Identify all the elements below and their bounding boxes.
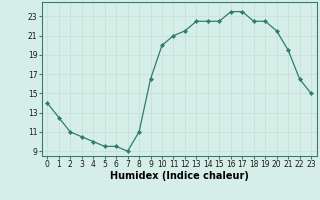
X-axis label: Humidex (Indice chaleur): Humidex (Indice chaleur) <box>110 171 249 181</box>
